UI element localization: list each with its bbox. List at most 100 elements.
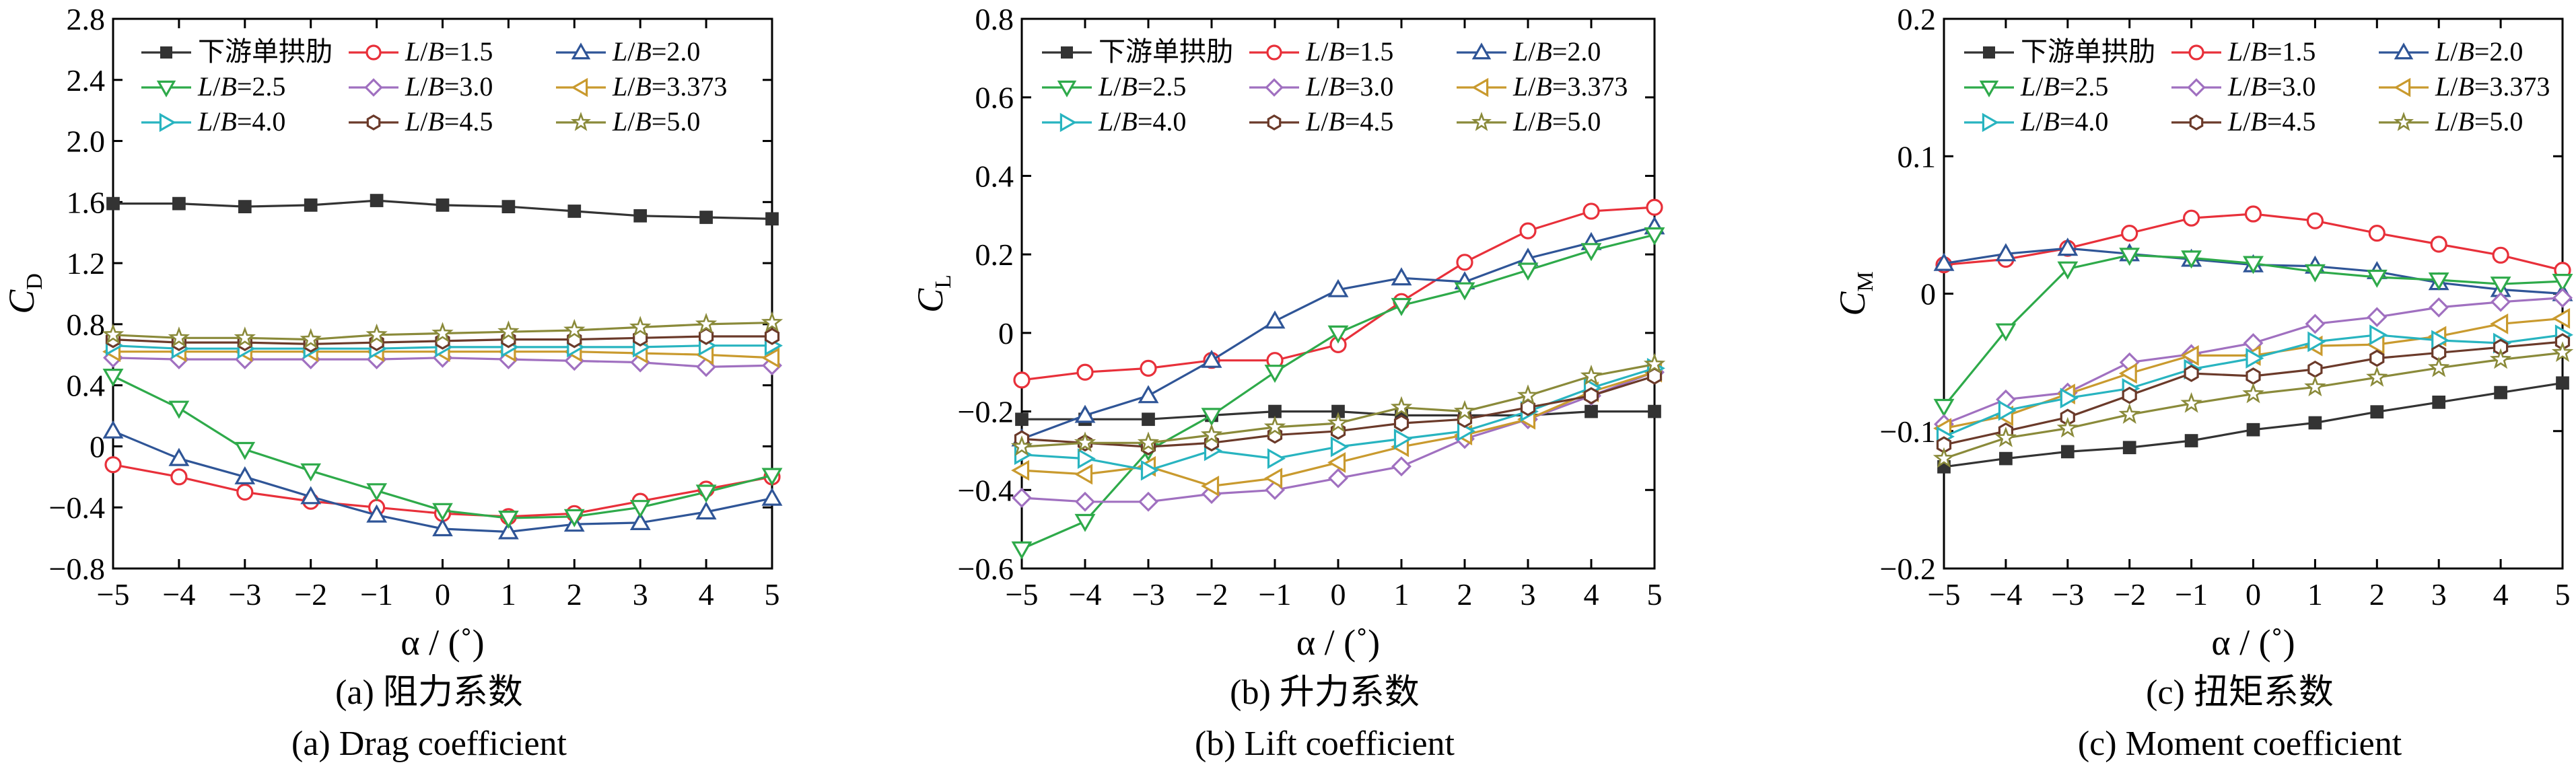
legend-label-b: B [2043,106,2059,137]
data-point [2489,348,2512,369]
panel-c: −5 −4 −3 −2 −1 0 1 2 3 4 5 0.2 0.1 0 −0.1 −0.2 α / (˚) CM… [1832,2,2574,763]
legend-label-l: L [612,71,627,102]
legend-marker [1471,77,1489,98]
data-point [1933,447,1955,468]
x-tick-label: 4 [2493,577,2509,612]
x-tick-label: −5 [97,577,130,612]
data-point [2244,205,2262,223]
data-point [1201,408,1222,427]
legend-item: 下游单拱肋 [141,36,333,67]
data-point [2183,209,2200,227]
data-point [2057,261,2079,280]
legend-label-value: =4.5 [1345,106,1394,137]
x-tick-label: −1 [2175,577,2208,612]
data-point [1142,412,1155,427]
legend-label-l: L [2020,71,2035,102]
data-point [300,463,322,482]
data-point [1994,427,2017,447]
data-point [1391,456,1412,477]
x-axis-title: α / (˚) [2211,622,2295,663]
legend-item: L/B=2.0 [2379,36,2523,67]
legend-label-value: =2.0 [2474,36,2523,67]
data-point [300,328,322,349]
legend-item: L/B=4.5 [349,106,493,137]
y-tick-label: 0.4 [975,159,1014,193]
legend-label-value: =2.5 [2060,71,2109,102]
legend-marker [365,44,382,61]
legend-label: 下游单拱肋 [198,36,333,67]
legend-item: L/B=5.0 [556,106,700,137]
legend-label-l: L [1098,106,1113,137]
legend-label-value: =4.0 [1138,106,1187,137]
legend-label: L/B=3.373 [2435,71,2550,102]
x-tick-label: 1 [501,577,516,612]
legend-label-slash: / [627,106,635,137]
y-axis-title-main: C [1,289,42,314]
data-point [2428,356,2450,377]
data-point [1646,198,1663,216]
y-tick-label: 0.8 [67,307,106,342]
data-point [1585,404,1598,418]
data-point [1012,488,1032,508]
legend-item: L/B=5.0 [2379,106,2523,137]
y-tick-label: 0 [1920,277,1936,311]
legend-label-b: B [1535,71,1552,102]
data-point [2367,307,2388,328]
legend-label-value: =1.5 [2267,36,2316,67]
y-tick-label: −0.4 [49,490,105,525]
legend-marker [1471,112,1492,131]
data-point [633,329,648,347]
legend-label-value: =3.0 [2267,71,2316,102]
data-point [2552,307,2571,329]
legend-label-slash: / [1321,106,1329,137]
legend-marker [159,112,176,133]
y-tick-label: 0.6 [975,81,1014,115]
x-tick-label: 1 [1394,577,1409,612]
data-point [2490,277,2511,295]
legend-label-b: B [1535,36,1552,67]
legend-label-value: =4.5 [444,106,493,137]
legend-label-slash: / [2243,36,2251,67]
legend-item: 下游单拱肋 [1042,36,1233,67]
legend-label-b: B [1535,106,1552,137]
legend-label: L/B=3.0 [1305,71,1393,102]
data-point [1517,384,1539,405]
legend-label-b: B [427,36,444,67]
y-axis-title-subscript: L [931,274,956,289]
legend-label: L/B=4.5 [2227,106,2316,137]
legend-item: L/B=1.5 [1249,36,1393,67]
legend-label-l: L [2435,71,2450,102]
legend-item: 下游单拱肋 [1964,36,2155,67]
legend-label-slash: / [2450,36,2458,67]
data-point [2243,256,2264,274]
legend-item: L/B=1.5 [349,36,493,67]
legend-label-l: L [1305,71,1321,102]
x-tick-label: −2 [2113,577,2146,612]
legend-label-l: L [405,71,420,102]
legend-label-b: B [2458,36,2474,67]
legend-label-l: L [612,106,627,137]
caption-en: (a) Drag coefficient [291,725,567,763]
y-tick-label: −0.6 [958,552,1014,586]
legend-label-b: B [1121,71,1137,102]
legend-label: L/B=2.5 [2020,71,2108,102]
data-point [2246,348,2264,369]
y-tick-label: 2.4 [67,63,106,98]
data-point [2494,386,2507,400]
x-tick-label: −3 [2051,577,2084,612]
x-tick-label: 2 [2369,577,2385,612]
legend: 下游单拱肋 L/B=1.5 L/B=2.0L/B=2.5 L/B=3.0 L/B=3.3… [141,36,727,137]
legend-label-value: =3.0 [444,71,493,102]
data-point [2369,324,2388,346]
data-point [2428,272,2449,291]
data-point [1330,436,1349,457]
legend-label: L/B=2.5 [1098,71,1186,102]
y-tick-label: 0.1 [1898,139,1937,174]
data-point [168,447,190,466]
data-point [1327,325,1349,344]
legend-label-l: L [2020,106,2035,137]
legend-label-b: B [1328,106,1344,137]
data-point [1390,396,1413,417]
legend-label-b: B [220,71,236,102]
legend-label-l: L [1512,71,1528,102]
